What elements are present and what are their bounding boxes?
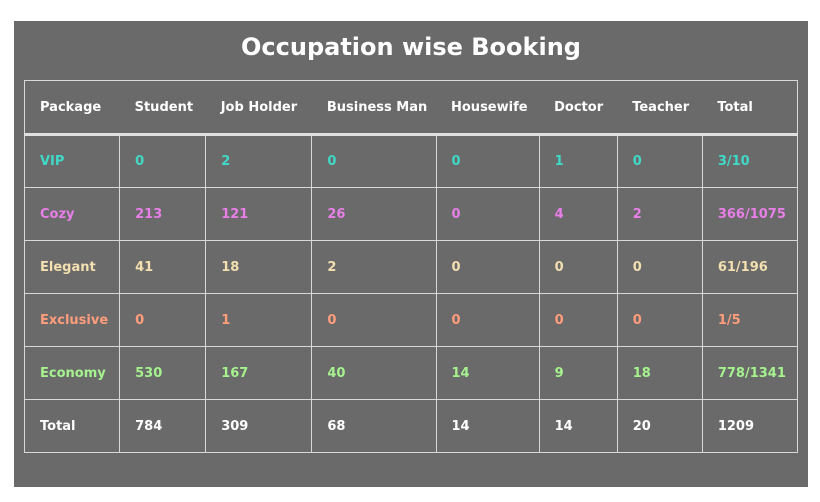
booking-panel: Occupation wise Booking Package Student … [14,21,808,487]
table-row-cozy: Cozy 213 121 26 0 4 2 366/1075 [23,187,799,241]
column-header: Package [23,80,120,136]
table-body: VIP 0 2 0 0 1 0 3/10 Cozy 213 121 26 0 4 2 366/1075 Eleg… [23,134,799,453]
table-row-vip: VIP 0 2 0 0 1 0 3/10 [23,134,799,188]
table-cell: 1/5 [701,293,799,347]
table-cell: 0 [616,240,703,294]
table-cell: 0 [435,240,540,294]
table-cell: 121 [205,187,313,241]
table-cell: 778/1341 [701,346,799,400]
table-cell: 61/196 [701,240,799,294]
table-cell: 14 [435,399,540,453]
table-cell: 2 [616,187,703,241]
column-header: Teacher [617,80,703,136]
table-cell: 784 [119,399,207,453]
table-cell: 0 [435,187,540,241]
table-cell: 2 [311,240,437,294]
table-cell: 0 [616,134,703,188]
column-header: Doctor [539,80,618,136]
table-cell: Economy [23,346,121,400]
table-cell: 14 [538,399,618,453]
table-cell: 167 [205,346,313,400]
table-cell: 68 [311,399,437,453]
table-cell: 20 [616,399,703,453]
table-cell: 366/1075 [701,187,799,241]
table-row-exclusive: Exclusive 0 1 0 0 0 0 1/5 [23,293,799,347]
table-cell: 0 [435,134,540,188]
table-cell: 0 [119,134,207,188]
table-cell: 14 [435,346,540,400]
table-cell: 2 [205,134,313,188]
column-header: Total [702,80,799,136]
table-cell: 41 [119,240,207,294]
table-cell: 0 [538,293,618,347]
page-title: Occupation wise Booking [241,33,581,61]
column-header: Job Holder [205,80,312,136]
table-cell: 3/10 [701,134,799,188]
table-cell: 0 [616,293,703,347]
table-row-economy: Economy 530 167 40 14 9 18 778/1341 [23,346,799,400]
table-cell: Exclusive [23,293,121,347]
table-cell: 26 [311,187,437,241]
table-cell: 18 [205,240,313,294]
table-cell: 213 [119,187,207,241]
table-cell: 0 [119,293,207,347]
table-cell: Cozy [23,187,121,241]
table-row-total: Total 784 309 68 14 14 20 1209 [23,399,799,453]
table-cell: 530 [119,346,207,400]
table-cell: 309 [205,399,313,453]
table-cell: 1 [205,293,313,347]
table-cell: 0 [311,134,437,188]
table-cell: 1 [538,134,618,188]
table-row-elegant: Elegant 41 18 2 0 0 0 61/196 [23,240,799,294]
table-cell: 1209 [701,399,799,453]
table-cell: 0 [538,240,618,294]
column-header: Housewife [436,80,540,136]
booking-table: Package Student Job Holder Business Man … [23,80,799,453]
table-cell: Total [23,399,121,453]
column-header: Student [119,80,206,136]
table-cell: 18 [616,346,703,400]
table-header-row: Package Student Job Holder Business Man … [23,80,799,136]
table-cell: VIP [23,134,121,188]
table-cell: 9 [538,346,618,400]
table-cell: 0 [311,293,437,347]
table-cell: 40 [311,346,437,400]
table-cell: 4 [538,187,618,241]
table-cell: Elegant [23,240,121,294]
table-cell: 0 [435,293,540,347]
column-header: Business Man [311,80,436,136]
